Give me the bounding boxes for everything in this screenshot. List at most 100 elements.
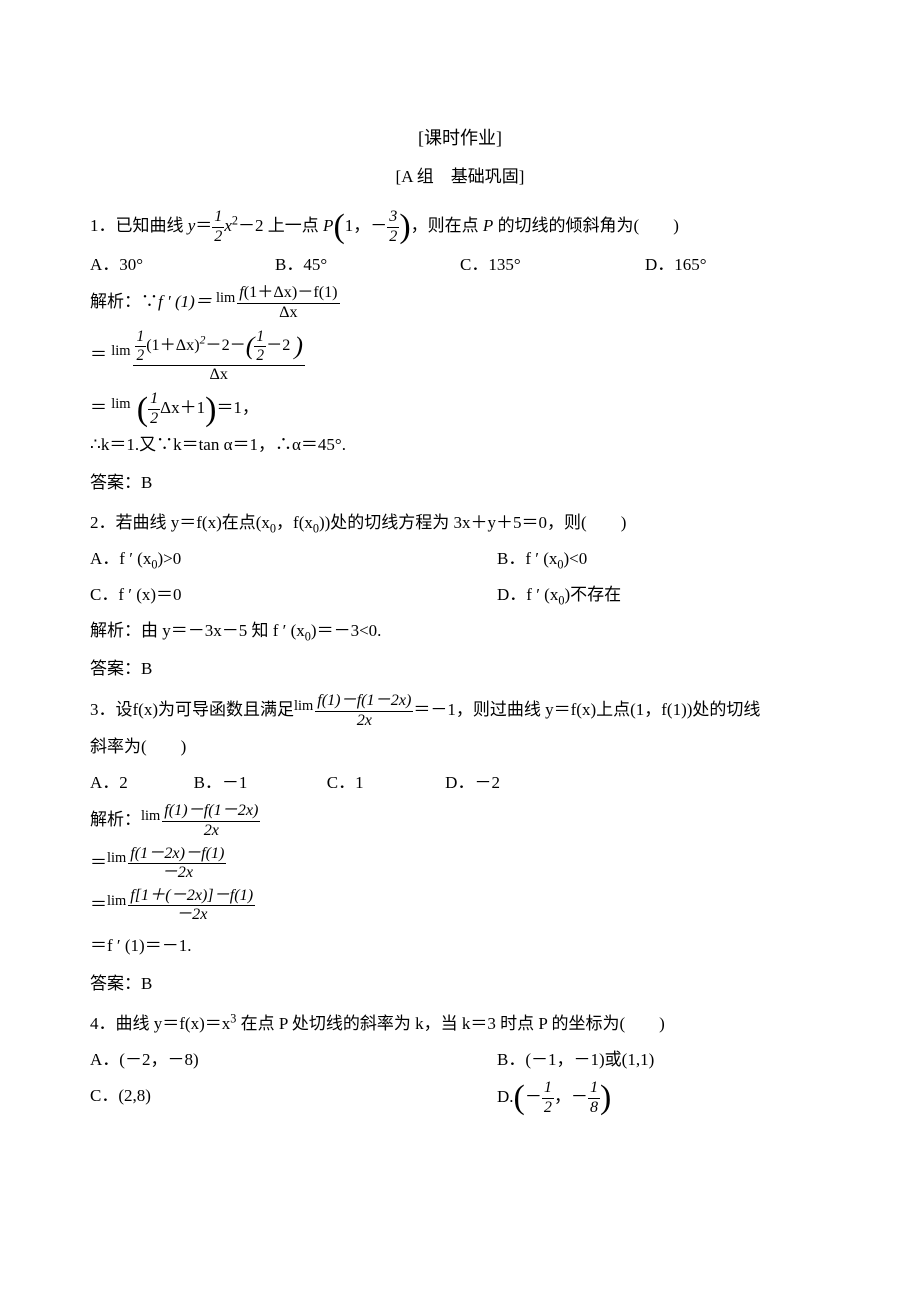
q1-f2h2d: 2 — [254, 346, 266, 365]
q1-lim2t: lim — [111, 344, 130, 358]
q4d-lp: ( — [514, 1084, 525, 1111]
q1-opt-d: D．165° — [645, 248, 830, 282]
q4-opt-c: C．(2,8) — [90, 1079, 497, 1117]
q1-l3hn: 1 — [148, 390, 160, 409]
q1-lparen: ( — [333, 213, 344, 240]
q1-opt-a: A．30° — [90, 248, 275, 282]
q3-l2t: lim — [107, 851, 126, 865]
q3-sl: 解析： — [90, 810, 141, 829]
q1-f2hn: 1 — [135, 328, 147, 346]
q3-solution-4: ＝f ′ (1)＝－1. — [90, 929, 830, 963]
q1-stem-tail: 的切线的倾斜角为( ) — [493, 216, 679, 235]
q4d-rp: ) — [600, 1084, 611, 1111]
q4-stem1: 4．曲线 y＝f(x)＝x — [90, 1014, 230, 1033]
q1-l3lp: ( — [137, 396, 148, 423]
q1-l2p: (1＋Δx) — [146, 337, 199, 354]
q2b3: )<0 — [564, 549, 588, 568]
q1-solution-2: ＝ lim.12(1＋Δx)2－2－(12－2 )Δx — [90, 328, 830, 384]
q1-half-den: 2 — [212, 227, 224, 247]
q1-l2e: －2 — [266, 337, 290, 354]
q1-frac1: f(1＋Δx)－f(1)Δx — [237, 284, 339, 322]
q1-f1dxn: (1＋Δx)－f(1) — [244, 284, 338, 301]
q3-f2: f(1－2x)－f(1)－2x — [128, 845, 226, 883]
q4d-pre: D. — [497, 1087, 514, 1106]
q1-eq2: ＝ — [90, 398, 107, 417]
q3-stem-line2: 斜率为( ) — [90, 730, 830, 764]
q3-opt-a: A．2 — [90, 766, 194, 800]
q1-opt-b: B．45° — [275, 248, 460, 282]
q1-l3m: Δx＋1 — [160, 398, 205, 417]
q1-sol-label: 解析： — [90, 292, 141, 311]
q1-answer: 答案：B — [90, 466, 830, 500]
q1-minus2: －2 — [238, 216, 264, 235]
q1-p1: 1，－ — [345, 216, 388, 235]
q3-stem-pre: 3．设f(x)为可导函数且满足 — [90, 700, 294, 719]
q2-stem2: ，f(x — [276, 513, 313, 532]
q1-f2hd: 2 — [135, 346, 147, 365]
q1-32: 32 — [387, 208, 399, 246]
q1-frac2: 12(1＋Δx)2－2－(12－2 )Δx — [133, 328, 305, 384]
q4d-f2d: 8 — [588, 1098, 600, 1118]
q1-because: ∵ — [141, 292, 158, 311]
q3-solution-1: 解析：lim.f(1)－f(1－2x)2x — [90, 802, 830, 840]
q2-stem3: ))处的切线方程为 3x＋y＋5＝0，则( ) — [319, 513, 626, 532]
q4d-f1d: 2 — [542, 1098, 554, 1118]
page: [课时作业] [A 组 基础巩固] 1．已知曲线 y＝12x2－2 上一点 P(… — [0, 0, 920, 1302]
q3-eq1: ＝ — [90, 853, 107, 872]
header-subtitle: [A 组 基础巩固] — [90, 160, 830, 194]
q2a3: )>0 — [157, 549, 181, 568]
q3-f1n: f(1)－f(1－2x) — [162, 802, 260, 821]
q2-solution: 解析：由 y＝－3x－5 知 f ′ (x0)＝－3<0. — [90, 614, 830, 648]
q1-lim1: lim. — [216, 291, 235, 316]
q3-l1t: lim — [141, 809, 160, 823]
q1-l3half: 12 — [148, 390, 160, 428]
q4-row1: A．(－2，－8) B．(－1，－1)或(1,1) — [90, 1043, 830, 1077]
q3-lim2: lim. — [107, 851, 126, 876]
q1-options: A．30° B．45° C．135° D．165° — [90, 248, 830, 282]
question-3: 3．设f(x)为可导函数且满足lim.f(1)－f(1－2x)2x＝－1，则过曲… — [90, 692, 830, 730]
q4d-f2: 18 — [588, 1079, 600, 1117]
q3-solution-3: ＝lim.f[1＋(－2x)]－f(1)－2x — [90, 887, 830, 925]
q3-f2n: f(1－2x)－f(1) — [128, 845, 226, 864]
q4-opt-a: A．(－2，－8) — [90, 1043, 497, 1077]
q1-solution-1: 解析：∵f ′ (1)＝ lim.f(1＋Δx)－f(1)Δx — [90, 284, 830, 322]
q1-x: x — [224, 216, 232, 235]
q4d-f2n: 1 — [588, 1079, 600, 1098]
q1-half: 12 — [212, 208, 224, 246]
question-4: 4．曲线 y＝f(x)＝x3 在点 P 处切线的斜率为 k，当 k＝3 时点 P… — [90, 1007, 830, 1041]
q4-opt-b: B．(－1，－1)或(1,1) — [497, 1043, 830, 1077]
q3-lim3: lim. — [107, 894, 126, 919]
q1-stem-post: ，则在点 — [411, 216, 483, 235]
question-1: 1．已知曲线 y＝12x2－2 上一点 P(1，－32)，则在点 P 的切线的倾… — [90, 208, 830, 246]
q3-f1: f(1)－f(1－2x)2x — [162, 802, 260, 840]
q1-lim2: lim. — [111, 344, 130, 369]
q1-res: ＝1， — [216, 398, 259, 417]
q1-rparen: ) — [399, 213, 410, 240]
q1-lim3t: lim — [111, 397, 130, 411]
q4d-f1: 12 — [542, 1079, 554, 1117]
q1-f1dxd: Δx — [237, 303, 339, 323]
q1-P2: P — [483, 216, 493, 235]
q2-sb3: )＝－3<0. — [311, 621, 382, 640]
q1-stem-pre: 1．已知曲线 — [90, 216, 188, 235]
q3-lim0: lim. — [294, 699, 313, 724]
q3-f1d: 2x — [162, 821, 260, 841]
q3-f3d: －2x — [128, 905, 255, 925]
q2-row1: A．f ′ (x0)>0 B．f ′ (x0)<0 — [90, 542, 830, 576]
q3-opt-d: D．－2 — [445, 766, 593, 800]
q1-lim3: lim. — [111, 397, 130, 422]
q3-l0t: lim — [294, 699, 313, 713]
q2-opt-c: C．f ′ (x)＝0 — [90, 578, 497, 612]
q3-f0n: f(1)－f(1－2x) — [315, 692, 413, 711]
q3-f0d: 2x — [315, 711, 413, 731]
q4-stem2: 在点 P 处切线的斜率为 k，当 k＝3 时点 P 的坐标为( ) — [236, 1014, 664, 1033]
q1-stem-mid: 上一点 — [264, 216, 324, 235]
q1-P: P — [323, 216, 333, 235]
q2a1: A．f ′ (x — [90, 549, 151, 568]
q1-f1: f ′ (1)＝ — [158, 292, 212, 311]
q2-row2: C．f ′ (x)＝0 D．f ′ (x0)不存在 — [90, 578, 830, 612]
q3-opt-c: C．1 — [327, 766, 445, 800]
question-2: 2．若曲线 y＝f(x)在点(x0，f(x0))处的切线方程为 3x＋y＋5＝0… — [90, 506, 830, 540]
q1-32n: 3 — [387, 208, 399, 227]
q1-solution-3: ＝ lim. (12Δx＋1)＝1， — [90, 390, 830, 428]
